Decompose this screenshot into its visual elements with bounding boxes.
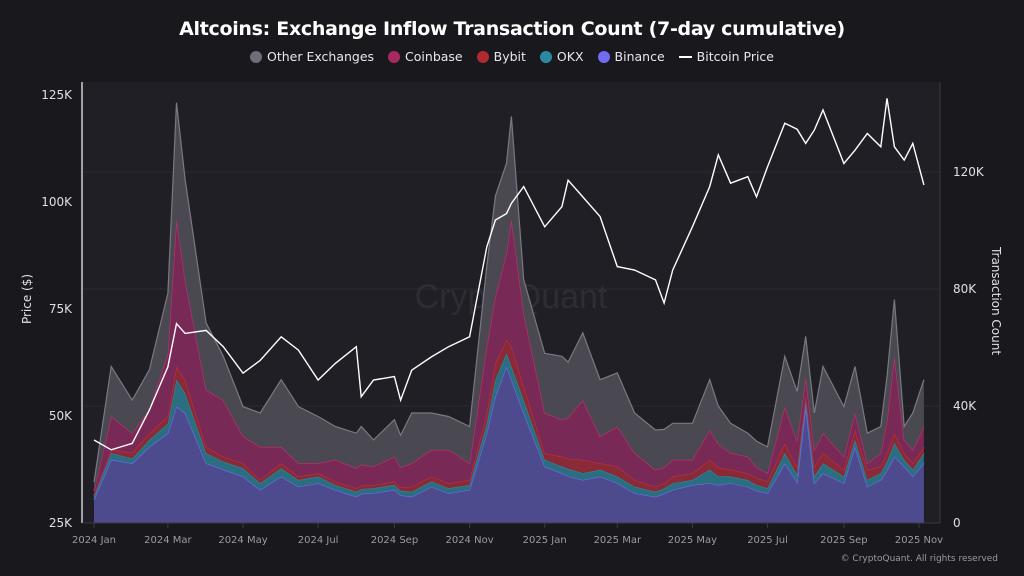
x-tick-label: 2025 Nov [895, 535, 943, 546]
legend-swatch [539, 50, 552, 63]
legend-swatch [388, 50, 401, 63]
left-tick-label: 100K [41, 195, 73, 209]
line-other-exchanges [93, 102, 925, 483]
left-tick-label: 75K [49, 302, 73, 316]
area-other-exchanges [94, 102, 924, 491]
left-axis-label: Price ($) [20, 273, 35, 325]
legend-label: OKX [556, 49, 584, 64]
x-tick-label: 2025 Mar [594, 535, 642, 546]
x-tick-label: 2025 May [668, 535, 717, 546]
copyright-notice: © CryptoQuant. All rights reserved [840, 554, 998, 564]
x-tick-label: 2024 Mar [144, 535, 192, 546]
right-tick-label: 0 [953, 516, 961, 530]
x-tick-label: 2025 Jul [747, 535, 788, 546]
x-tick-label: 2024 Nov [445, 535, 493, 546]
legend-item-bybit[interactable]: Bybit [476, 49, 526, 64]
legend-item-coinbase[interactable]: Coinbase [388, 49, 463, 64]
legend-label: Binance [614, 49, 665, 64]
x-tick-label: 2025 Sep [820, 535, 867, 546]
legend: Other Exchanges Coinbase Bybit OKX Binan… [0, 49, 1024, 64]
legend-item-other-exchanges[interactable]: Other Exchanges [249, 49, 375, 64]
x-tick-label: 2025 Jan [523, 535, 567, 546]
legend-item-okx[interactable]: OKX [539, 49, 584, 64]
left-tick-label: 50K [49, 409, 73, 423]
chart-title: Altcoins: Exchange Inflow Transaction Co… [179, 18, 845, 40]
legend-swatch [249, 50, 262, 63]
legend-item-bitcoin-price[interactable]: Bitcoin Price [678, 49, 774, 64]
legend-label: Bybit [493, 49, 526, 64]
legend-label: Bitcoin Price [696, 49, 774, 64]
x-tick-label: 2024 May [218, 535, 267, 546]
left-tick-label: 125K [41, 88, 73, 102]
right-tick-label: 80K [953, 282, 977, 296]
line-bybit [93, 338, 925, 496]
left-tick-label: 25K [49, 516, 73, 530]
legend-label: Other Exchanges [266, 49, 375, 64]
x-tick-label: 2024 Jul [298, 535, 339, 546]
legend-label: Coinbase [405, 49, 463, 64]
right-tick-label: 40K [953, 399, 977, 413]
legend-swatch [476, 50, 489, 63]
legend-swatch [597, 50, 610, 63]
legend-item-binance[interactable]: Binance [597, 49, 665, 64]
area-binance [94, 366, 924, 523]
bitcoin-price-line [93, 98, 925, 451]
x-tick-label: 2024 Sep [371, 535, 418, 546]
right-tick-label: 120K [953, 165, 985, 179]
right-axis-label: Transaction Count [989, 246, 1004, 356]
area-coinbase [94, 219, 924, 496]
legend-swatch [678, 55, 692, 58]
x-tick-label: 2024 Jan [72, 535, 116, 546]
